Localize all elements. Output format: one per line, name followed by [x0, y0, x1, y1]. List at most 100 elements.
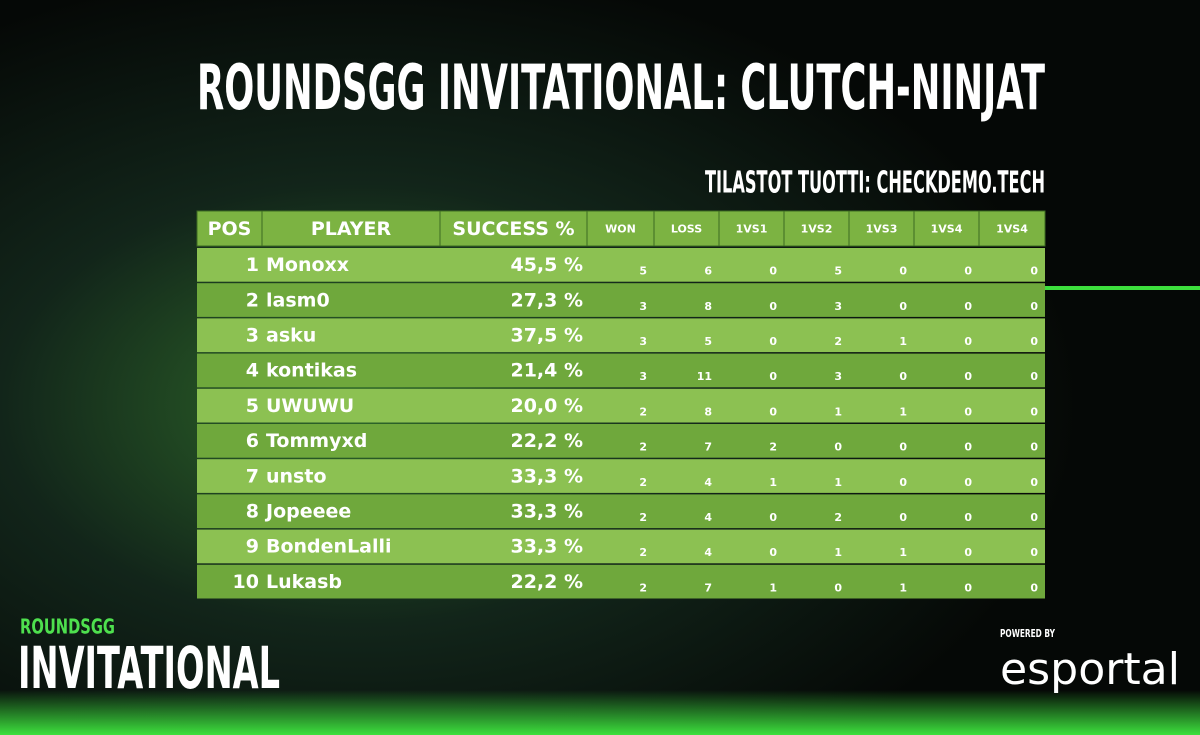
column-header: LOSS [671, 223, 702, 236]
accent-line [1045, 286, 1200, 290]
pos-cell: 5 [246, 395, 259, 417]
stat-cell: 3 [639, 300, 647, 313]
stat-cell: 0 [899, 300, 907, 313]
stat-cell: 4 [704, 511, 712, 524]
header-cell [978, 210, 1046, 247]
stat-cell: 3 [834, 370, 842, 383]
success-cell: 33,3 % [510, 536, 583, 558]
stat-cell: 1 [834, 546, 842, 559]
table-row [197, 459, 1045, 493]
stat-cell: 2 [769, 441, 777, 454]
stat-cell: 0 [964, 405, 972, 418]
stat-cell: 0 [899, 511, 907, 524]
success-cell: 22,2 % [510, 430, 583, 452]
column-header: PLAYER [311, 218, 392, 240]
stat-cell: 0 [769, 405, 777, 418]
stat-cell: 0 [1030, 441, 1038, 454]
stat-cell: 0 [964, 546, 972, 559]
stat-cell: 2 [639, 441, 647, 454]
stat-cell: 0 [964, 335, 972, 348]
stat-cell: 0 [964, 476, 972, 489]
success-cell: 37,5 % [510, 325, 583, 347]
stat-cell: 0 [899, 476, 907, 489]
stat-cell: 8 [704, 405, 712, 418]
column-header: SUCCESS % [452, 218, 574, 240]
column-header: 1VS4 [996, 223, 1028, 236]
stat-cell: 0 [964, 265, 972, 278]
table-row [197, 529, 1045, 564]
stat-cell: 1 [834, 476, 842, 489]
stat-cell: 2 [639, 476, 647, 489]
pos-cell: 3 [246, 325, 259, 347]
sponsor-name: esportal [1000, 644, 1180, 695]
floor-glow [0, 690, 1200, 735]
stat-cell: 0 [964, 370, 972, 383]
stat-cell: 0 [1030, 476, 1038, 489]
table-row [197, 424, 1045, 458]
player-cell: kontikas [266, 360, 357, 382]
pos-cell: 6 [246, 430, 259, 452]
player-cell: unsto [266, 465, 327, 487]
stat-cell: 0 [964, 581, 972, 594]
stat-cell: 0 [899, 441, 907, 454]
column-header: 1VS3 [866, 223, 898, 236]
stat-cell: 2 [639, 546, 647, 559]
pos-cell: 1 [246, 254, 259, 276]
stat-cell: 7 [704, 441, 712, 454]
stat-cell: 0 [1030, 405, 1038, 418]
player-cell: Monoxx [266, 254, 349, 276]
table-row [197, 388, 1045, 423]
stat-cell: 2 [639, 511, 647, 524]
stat-cell: 0 [1030, 300, 1038, 313]
stat-cell: 4 [704, 546, 712, 559]
sponsor-label: POWERED BY [1000, 627, 1056, 640]
logo-brand: ROUNDSGG [20, 615, 115, 639]
stat-cell: 5 [704, 335, 712, 348]
title: ROUNDSGG INVITATIONAL: CLUTCH-NINJAT [197, 51, 1045, 124]
stat-cell: 3 [639, 335, 647, 348]
stat-cell: 0 [1030, 511, 1038, 524]
player-cell: UWUWU [266, 395, 354, 417]
stat-cell: 0 [1030, 546, 1038, 559]
pos-cell: 2 [246, 289, 259, 311]
pos-cell: 8 [246, 501, 259, 523]
pos-cell: 7 [246, 465, 259, 487]
stats-table: POS PLAYER SUCCESS % WON LOSS 1VS1 1VS2 1VS3 1VS… [196, 210, 1046, 599]
stat-cell: 0 [834, 581, 842, 594]
subtitle: TILASTOT TUOTTI: CHECKDEMO.TECH [705, 166, 1045, 201]
stat-cell: 1 [899, 335, 907, 348]
stat-cell: 7 [704, 581, 712, 594]
stat-cell: 4 [704, 476, 712, 489]
stat-cell: 0 [769, 335, 777, 348]
player-cell: Tommyxd [266, 430, 367, 452]
stat-cell: 2 [639, 581, 647, 594]
stat-cell: 1 [899, 581, 907, 594]
stat-cell: 0 [899, 370, 907, 383]
stat-cell: 3 [834, 300, 842, 313]
stat-cell: 0 [1030, 581, 1038, 594]
player-cell: Jopeeee [264, 501, 351, 523]
header-row [197, 211, 1045, 246]
stat-cell: 2 [834, 511, 842, 524]
stat-cell: 2 [834, 335, 842, 348]
stat-cell: 1 [769, 476, 777, 489]
logo-event: INVITATIONAL [18, 634, 280, 702]
stat-cell: 0 [964, 441, 972, 454]
stat-cell: 2 [639, 405, 647, 418]
stat-cell: 1 [834, 405, 842, 418]
stat-cell: 11 [697, 370, 712, 383]
stat-cell: 0 [899, 265, 907, 278]
pos-cell: 9 [246, 536, 259, 558]
stat-cell: 6 [704, 265, 712, 278]
table-row [197, 283, 1045, 317]
stat-cell: 0 [964, 300, 972, 313]
stat-cell: 0 [769, 370, 777, 383]
success-cell: 45,5 % [510, 254, 583, 276]
table-row [197, 353, 1045, 388]
stat-cell: 0 [769, 546, 777, 559]
column-header: 1VS2 [801, 223, 833, 236]
success-cell: 33,3 % [510, 465, 583, 487]
stat-cell: 5 [834, 265, 842, 278]
stat-cell: 0 [834, 441, 842, 454]
